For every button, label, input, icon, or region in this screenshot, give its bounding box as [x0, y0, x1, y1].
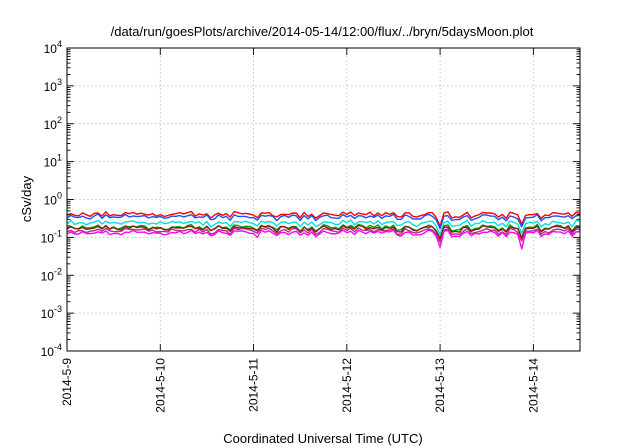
y-tick-label: 10-1 [41, 228, 62, 245]
x-tick-label: 2014-5-9 [60, 358, 74, 406]
x-axis-label: Coordinated Universal Time (UTC) [223, 431, 422, 446]
y-tick-exponent: 1 [57, 153, 62, 163]
y-tick-label: 104 [44, 39, 62, 56]
x-tick-label: 2014-5-14 [526, 358, 540, 413]
y-tick-base: 10 [44, 80, 58, 94]
y-tick-base: 10 [44, 118, 58, 132]
y-tick-exponent: 2 [57, 115, 62, 125]
y-tick-base: 10 [41, 231, 55, 245]
series-line [66, 224, 580, 240]
x-tick-label: 2014-5-10 [153, 358, 167, 413]
series-line [66, 213, 581, 230]
x-tick-label: 2014-5-13 [433, 358, 447, 413]
y-tick-exponent: 3 [57, 77, 62, 87]
y-tick-label: 102 [44, 115, 62, 132]
series-line [66, 229, 581, 250]
chart-title: /data/run/goesPlots/archive/2014-05-14/1… [111, 24, 534, 39]
y-tick-exponent: 4 [57, 39, 62, 49]
y-tick-label: 101 [44, 153, 62, 170]
y-tick-label: 10-2 [41, 266, 62, 283]
y-tick-exponent: -2 [54, 266, 62, 276]
y-tick-exponent: -1 [54, 228, 62, 238]
y-tick-base: 10 [44, 156, 58, 170]
y-tick-base: 10 [41, 269, 55, 283]
y-axis-label: cSv/day [19, 175, 34, 222]
y-tick-exponent: -4 [54, 342, 62, 352]
series-lines [66, 210, 581, 250]
y-tick-label: 10-4 [41, 342, 62, 359]
y-tick-base: 10 [41, 307, 55, 321]
y-tick-label: 103 [44, 77, 62, 94]
y-tick-label: 100 [44, 191, 62, 208]
x-tick-label: 2014-5-11 [247, 358, 261, 412]
y-tick-base: 10 [41, 345, 55, 359]
x-tick-label: 2014-5-12 [340, 358, 354, 413]
y-tick-label: 10-3 [41, 304, 62, 321]
y-tick-base: 10 [44, 194, 58, 208]
series-line [66, 227, 581, 243]
y-tick-exponent: 0 [57, 191, 62, 201]
series-line [66, 210, 581, 227]
series-line [66, 219, 581, 236]
y-tick-exponent: -3 [54, 304, 62, 314]
y-tick-base: 10 [44, 42, 58, 56]
grid [67, 48, 580, 351]
